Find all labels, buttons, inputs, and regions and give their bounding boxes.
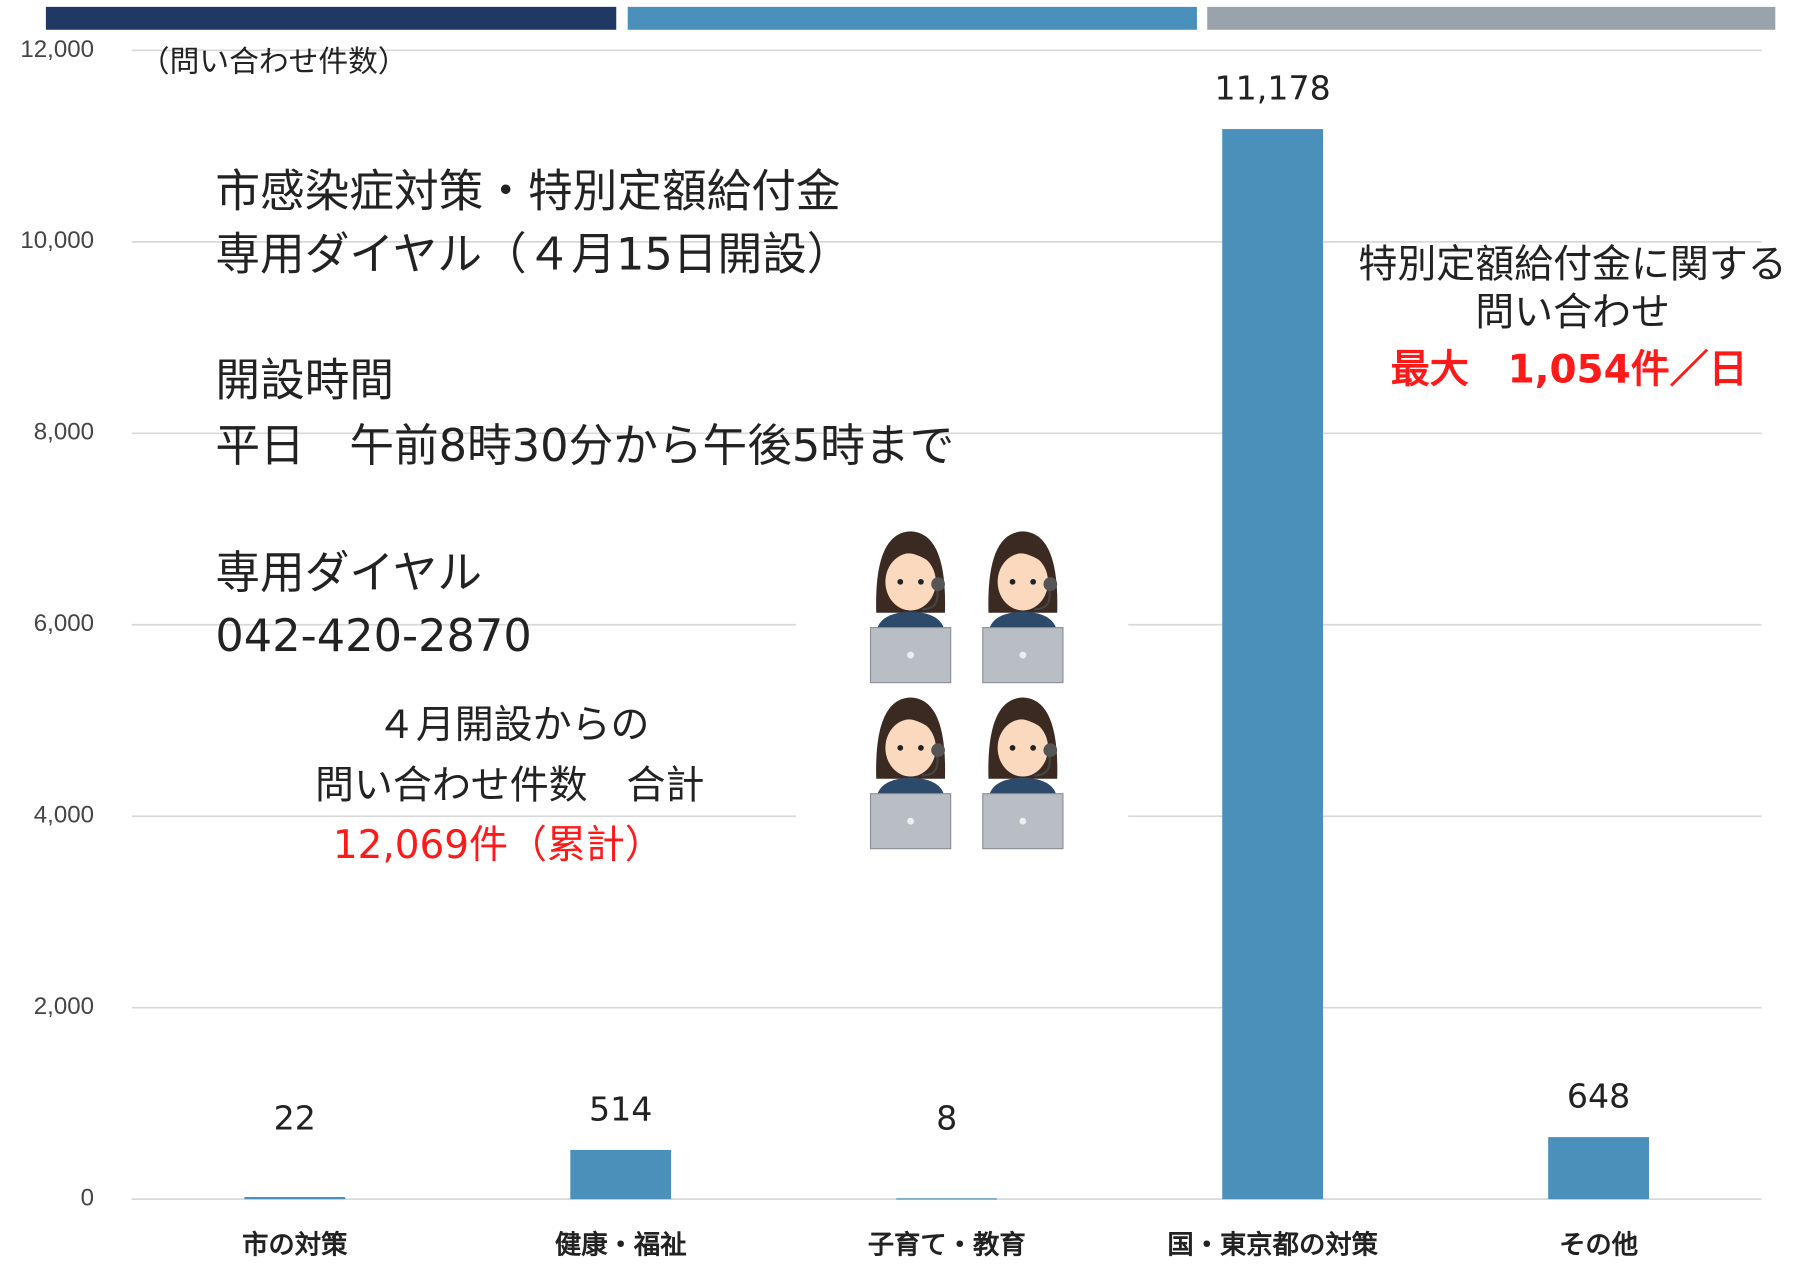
annotation: 042-420-2870 [215, 610, 531, 662]
value-label: 22 [274, 1099, 316, 1138]
icon-face [885, 553, 936, 611]
annotation: ４月開設からの [377, 703, 650, 748]
annotation: 特別定額給付金に関する [1358, 242, 1786, 287]
header-bar [45, 6, 617, 30]
icon-eye [897, 745, 904, 751]
bar [1222, 129, 1324, 1200]
icon-bangs [883, 708, 939, 739]
annotation: 最大 1,054件／日 [1391, 348, 1748, 393]
y-tick-label: 8,000 [34, 419, 94, 446]
icon-headset [1043, 743, 1058, 758]
annotation: 問い合わせ [1475, 290, 1670, 335]
x-tick-label: 国・東京都の対策 [1167, 1230, 1378, 1261]
icon-headset [931, 577, 945, 591]
icon-eye [1009, 578, 1016, 585]
value-label: 648 [1567, 1077, 1630, 1116]
bar [570, 1149, 672, 1200]
bar [244, 1197, 346, 1200]
y-tick-label: 10,000 [20, 227, 94, 254]
icon-face [997, 719, 1049, 777]
icon-eye [1030, 578, 1037, 585]
icon-laptop-logo [907, 817, 915, 825]
annotation: 12,069件（累計） [333, 823, 664, 868]
annotation: 市感染症対策・特別定額給付金 [215, 166, 840, 218]
icon-headset [931, 743, 945, 758]
icon-eye [1009, 745, 1016, 751]
x-tick-label: 市の対策 [242, 1230, 348, 1261]
icon-bangs [995, 708, 1051, 739]
annotation: 平日 午前8時30分から午後5時まで [215, 420, 954, 472]
icon-laptop-logo [1019, 651, 1027, 659]
x-tick-label: 健康・福祉 [555, 1230, 687, 1261]
y-tick-label: 12,000 [20, 36, 94, 63]
value-label: 514 [589, 1089, 652, 1128]
icon-face [885, 719, 936, 777]
icon-eye [918, 745, 924, 751]
icon-eye [897, 578, 904, 585]
icon-laptop-logo [1019, 817, 1027, 825]
value-label: 8 [936, 1099, 957, 1138]
header-bar [1207, 6, 1776, 30]
x-tick-label: その他 [1559, 1231, 1638, 1261]
bar [896, 1198, 998, 1200]
y-axis-label: （問い合わせ件数） [140, 44, 408, 79]
icon-face [997, 553, 1049, 611]
y-tick-label: 2,000 [34, 993, 94, 1020]
x-tick-label: 子育て・教育 [868, 1230, 1026, 1261]
icon-eye [918, 578, 924, 585]
header-bar [627, 6, 1197, 30]
icon-laptop-logo [907, 651, 915, 659]
icon-headset [1043, 577, 1058, 591]
bar [1548, 1137, 1649, 1200]
y-tick-label: 0 [81, 1184, 94, 1211]
icon-background [796, 515, 1129, 859]
annotation: 開設時間 [215, 355, 394, 407]
y-tick-label: 6,000 [34, 610, 94, 637]
value-label: 11,178 [1215, 69, 1331, 108]
annotation: 専用ダイヤル（４月15日開設） [215, 229, 851, 281]
icon-bangs [995, 542, 1051, 573]
icon-bangs [883, 542, 939, 573]
y-tick-label: 4,000 [34, 802, 94, 829]
icon-eye [1030, 745, 1037, 751]
operator-icons [869, 531, 1064, 850]
annotation: 専用ダイヤル [215, 547, 482, 599]
annotation: 問い合わせ件数 合計 [315, 763, 704, 808]
